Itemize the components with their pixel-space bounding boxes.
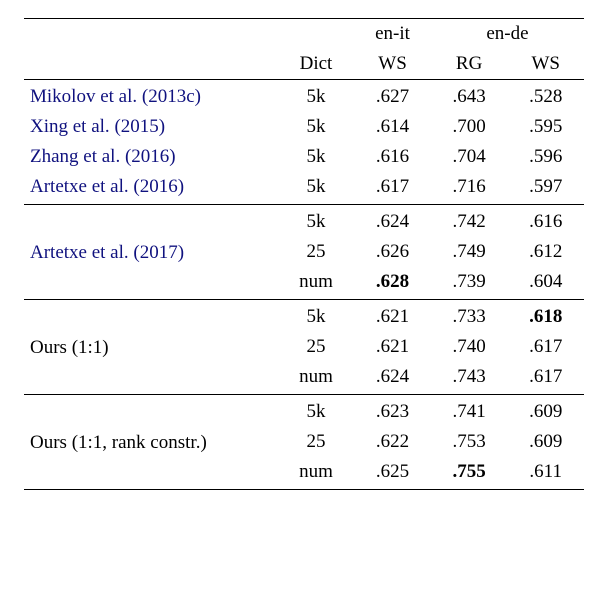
cite-year: 2015 xyxy=(121,116,159,137)
cell-num: .622 xyxy=(354,427,431,457)
cite-link[interactable]: Mikolov et al. (2013c) xyxy=(30,86,201,107)
cell-num: .609 xyxy=(507,395,584,428)
table-row: Ours (1:1) 5k .621 .733 .618 xyxy=(24,300,584,333)
table-row: Mikolov et al. (2013c) 5k .627 .643 .528 xyxy=(24,80,584,113)
header-blank xyxy=(24,19,278,50)
header-ws2: WS xyxy=(507,49,584,80)
cell-num: .741 xyxy=(431,395,508,428)
cell-dict: num xyxy=(278,267,355,300)
cite-link[interactable]: Artetxe et al. (2017) xyxy=(30,242,184,263)
cell-dict: 5k xyxy=(278,172,355,205)
cell-num: .627 xyxy=(354,80,431,113)
cell-dict: 5k xyxy=(278,205,355,238)
table-row: Artetxe et al. (2016) 5k .617 .716 .597 xyxy=(24,172,584,205)
cell-num: .623 xyxy=(354,395,431,428)
header-blank xyxy=(278,19,355,50)
cell-dict: num xyxy=(278,457,355,490)
table-row: Artetxe et al. (2017) 5k .624 .742 .616 xyxy=(24,205,584,238)
cell-num: .621 xyxy=(354,332,431,362)
cell-num: .595 xyxy=(507,112,584,142)
cell-num: .611 xyxy=(507,457,584,490)
header-blank xyxy=(24,49,278,80)
cell-num: .742 xyxy=(431,205,508,238)
results-table: en-it en-de Dict WS RG WS Mikolov et al.… xyxy=(24,18,584,490)
cite-author: Xing et al. xyxy=(30,116,110,137)
cell-num: .618 xyxy=(507,300,584,333)
cell-dict: 25 xyxy=(278,237,355,267)
cell-dict: 5k xyxy=(278,112,355,142)
cite-link[interactable]: Zhang et al. (2016) xyxy=(30,146,176,167)
cite-year: 2017 xyxy=(140,242,178,263)
cell-dict: 5k xyxy=(278,142,355,172)
cell-num: .643 xyxy=(431,80,508,113)
cell-num: .704 xyxy=(431,142,508,172)
header-ws1: WS xyxy=(354,49,431,80)
cell-num: .612 xyxy=(507,237,584,267)
cite-link[interactable]: Artetxe et al. (2016) xyxy=(30,176,184,197)
cite-year: 2013c xyxy=(148,86,194,107)
cell-num: .617 xyxy=(507,332,584,362)
cell-num: .626 xyxy=(354,237,431,267)
cell-num: .621 xyxy=(354,300,431,333)
cell-num: .528 xyxy=(507,80,584,113)
cell-dict: 25 xyxy=(278,332,355,362)
cell-num: .597 xyxy=(507,172,584,205)
cell-num: .753 xyxy=(431,427,508,457)
cell-dict: 25 xyxy=(278,427,355,457)
method-label: Ours (1:1, rank constr.) xyxy=(24,395,278,490)
cell-num: .749 xyxy=(431,237,508,267)
cell-dict: 5k xyxy=(278,300,355,333)
cell-num: .609 xyxy=(507,427,584,457)
cell-num: .743 xyxy=(431,362,508,395)
table-row: Zhang et al. (2016) 5k .616 .704 .596 xyxy=(24,142,584,172)
method-label: Ours (1:1) xyxy=(24,300,278,395)
cell-num: .614 xyxy=(354,112,431,142)
cite-author: Artetxe et al. xyxy=(30,176,129,197)
header-en-it: en-it xyxy=(354,19,431,50)
cell-num: .628 xyxy=(354,267,431,300)
cite-year: 2016 xyxy=(140,176,178,197)
table-row: Xing et al. (2015) 5k .614 .700 .595 xyxy=(24,112,584,142)
cell-num: .617 xyxy=(354,172,431,205)
cell-num: .700 xyxy=(431,112,508,142)
cell-dict: 5k xyxy=(278,395,355,428)
cell-num: .616 xyxy=(507,205,584,238)
cell-num: .739 xyxy=(431,267,508,300)
cite-author: Zhang et al. xyxy=(30,146,120,167)
cell-num: .624 xyxy=(354,205,431,238)
cell-num: .604 xyxy=(507,267,584,300)
cite-link[interactable]: Xing et al. (2015) xyxy=(30,116,165,137)
header-dict: Dict xyxy=(278,49,355,80)
cite-author: Mikolov et al. xyxy=(30,86,137,107)
cell-num: .755 xyxy=(431,457,508,490)
cell-num: .617 xyxy=(507,362,584,395)
table-row: Ours (1:1, rank constr.) 5k .623 .741 .6… xyxy=(24,395,584,428)
cell-num: .596 xyxy=(507,142,584,172)
header-rg: RG xyxy=(431,49,508,80)
cite-year: 2016 xyxy=(131,146,169,167)
header-en-de: en-de xyxy=(431,19,584,50)
cell-num: .716 xyxy=(431,172,508,205)
cell-num: .616 xyxy=(354,142,431,172)
cell-num: .624 xyxy=(354,362,431,395)
cell-dict: 5k xyxy=(278,80,355,113)
cell-num: .733 xyxy=(431,300,508,333)
cite-author: Artetxe et al. xyxy=(30,242,129,263)
cell-num: .740 xyxy=(431,332,508,362)
cell-dict: num xyxy=(278,362,355,395)
cell-num: .625 xyxy=(354,457,431,490)
